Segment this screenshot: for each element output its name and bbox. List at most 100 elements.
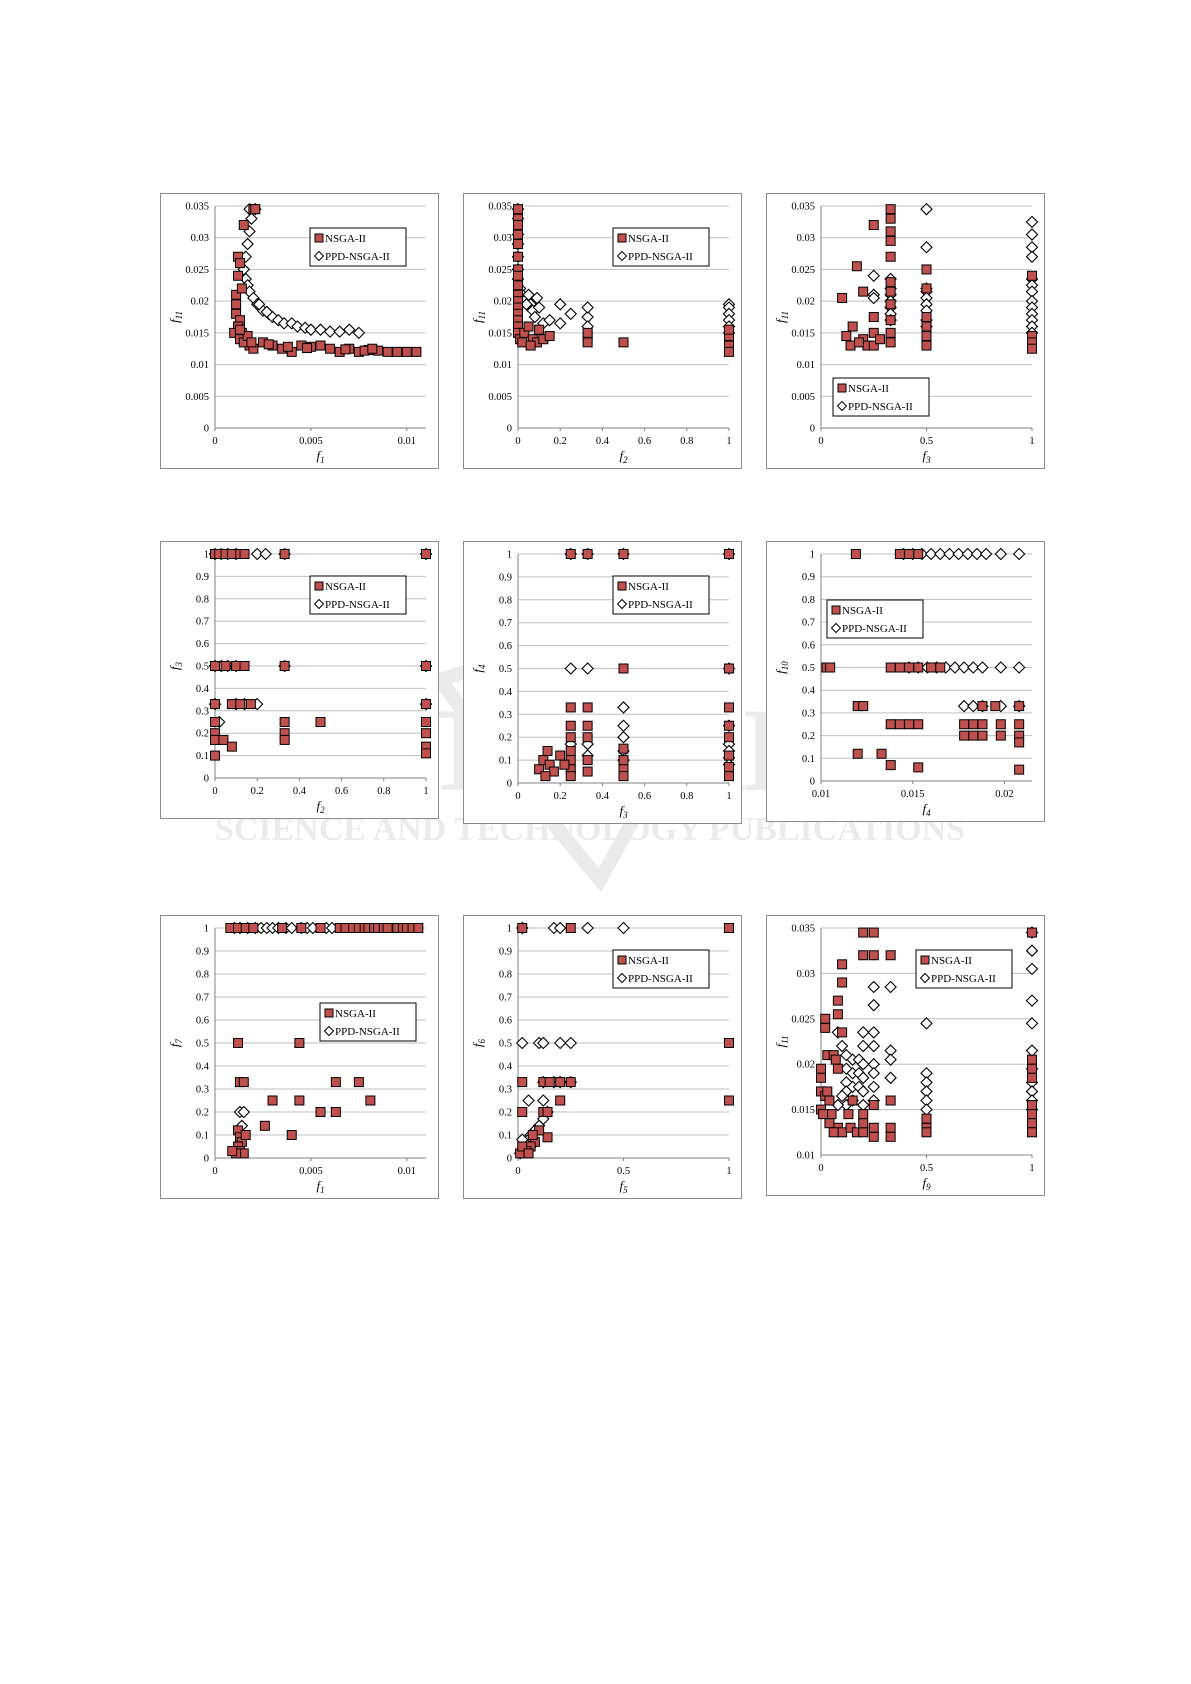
nsga-ii-point (935, 662, 946, 673)
nsga-ii-point (239, 661, 250, 671)
y-axis-label-sub: 11 (174, 311, 184, 319)
ppd-nsga-ii-point (564, 662, 578, 675)
nsga-ii-point (527, 1130, 538, 1140)
nsga-ii-point (240, 1130, 251, 1140)
x-axis-label: f4 (922, 801, 931, 818)
ppd-nsga-ii-point (553, 298, 567, 311)
nsga-ii-point (724, 732, 734, 743)
x-tick-label: 0 (818, 1163, 823, 1174)
nsga-ii-point (845, 340, 856, 351)
x-tick-label: 0.2 (554, 436, 567, 447)
nsga-ii-point (548, 766, 559, 777)
legend: NSGA-II PPD-NSGA-II (309, 575, 407, 615)
ppd-nsga-ii-point (856, 1071, 870, 1085)
y-axis-label: f11 (773, 1036, 790, 1048)
y-tick-label: 0.3 (196, 706, 209, 717)
y-tick-label: 0.9 (196, 572, 209, 583)
legend-nsga-ii-label: NSGA-II (628, 581, 669, 593)
chart-f4-vs-f10: 0 0.1 0.2 0.3 0.4 0.5 0.6 0.7 0.8 0.9 1 0.01 0.015 0.… (766, 541, 1045, 822)
legend-ppd-nsga-ii-marker (313, 250, 325, 262)
nsga-ii-point (226, 741, 237, 752)
legend-nsga-ii-label: NSGA-II (848, 383, 889, 395)
nsga-ii-point (913, 662, 924, 673)
nsga-ii-point (565, 549, 576, 559)
x-axis-label-main: f (316, 798, 322, 813)
y-tick-label: 0.025 (791, 1014, 815, 1025)
nsga-ii-point (824, 1095, 835, 1106)
y-tick-label: 0.03 (494, 233, 512, 244)
legend-ppd-nsga-ii-label: PPD-NSGA-II (931, 973, 996, 985)
nsga-ii-point (236, 283, 247, 294)
nsga-ii-point (858, 1118, 869, 1129)
nsga-ii-point (542, 1132, 553, 1143)
chart-f2-vs-f11: 0 0.005 0.01 0.015 0.02 0.025 0.03 0.035 0 0.2 0.4… (463, 193, 742, 469)
y-tick-label: 0.1 (499, 756, 512, 767)
y-tick-label: 0 (507, 1154, 512, 1165)
ppd-nsga-ii-point (250, 547, 264, 561)
x-axis-label: f5 (619, 1178, 628, 1195)
y-tick-label: 0.025 (488, 265, 512, 276)
ppd-nsga-ii-point (856, 1057, 870, 1071)
legend-nsga-ii-label: NSGA-II (325, 581, 366, 593)
legend-ppd-nsga-ii-label: PPD-NSGA-II (325, 251, 390, 263)
x-axis-label-main: f (922, 448, 928, 463)
y-tick-label: 0 (507, 779, 512, 790)
nsga-ii-point (282, 341, 293, 352)
nsga-ii-point (294, 1038, 305, 1048)
ppd-nsga-ii-point (522, 1094, 535, 1107)
x-axis-label-main: f (619, 803, 625, 818)
nsga-ii-point (315, 923, 326, 933)
nsga-ii-point (825, 662, 836, 673)
nsga-ii-point (820, 1022, 831, 1033)
nsga-ii-point (226, 549, 237, 559)
ppd-nsga-ii-point (564, 1036, 578, 1050)
y-tick-label: 0.9 (802, 572, 815, 583)
y-tick-label: 0 (204, 1154, 209, 1165)
nsga-ii-point (618, 771, 629, 782)
legend-nsga-ii-label: NSGA-II (931, 955, 972, 967)
nsga-ii-point (279, 549, 290, 559)
legend-box (309, 575, 407, 615)
nsga-ii-point (517, 1141, 528, 1152)
nsga-ii-point (382, 923, 393, 933)
chart-svg: 0 0.1 0.2 0.3 0.4 0.5 0.6 0.7 0.8 0.9 1 0 0.005 0.01 f… (167, 921, 426, 1195)
nsga-ii-point (401, 346, 412, 357)
ppd-nsga-ii-point (884, 980, 897, 994)
y-tick-label: 0.5 (196, 662, 209, 673)
y-tick-label: 0.005 (791, 392, 815, 403)
x-tick-label: 0.01 (812, 789, 830, 800)
nsga-ii-point (618, 743, 629, 754)
nsga-ii-point (837, 292, 848, 303)
ppd-nsga-ii-point (543, 313, 556, 327)
x-axis-label-sub: 1 (320, 455, 325, 465)
y-axis-label-main: f (773, 668, 788, 674)
ppd-nsga-ii-point (867, 1067, 881, 1080)
nsga-ii-point (353, 1077, 364, 1088)
nsga-ii-point (885, 760, 896, 771)
x-tick-label: 1 (1029, 436, 1034, 447)
legend-nsga-ii-marker (837, 383, 847, 393)
x-tick-label: 0 (515, 791, 520, 802)
legend-nsga-ii-marker (920, 955, 930, 965)
nsga-ii-point (1027, 1054, 1037, 1065)
nsga-ii-point (421, 748, 431, 759)
nsga-ii-point (858, 701, 869, 712)
ppd-nsga-ii-point (867, 269, 881, 283)
ppd-nsga-ii-point (933, 547, 947, 561)
y-axis-label-main: f (167, 664, 182, 670)
y-axis-label-main: f (773, 317, 788, 323)
legend-ppd-nsga-ii-label: PPD-NSGA-II (848, 401, 913, 413)
nsga-ii-point (582, 327, 593, 338)
nsga-ii-point (250, 204, 261, 215)
y-axis-label-sub: 6 (477, 1038, 487, 1043)
ppd-nsga-ii-point (617, 719, 630, 733)
y-tick-label: 0.2 (196, 1108, 209, 1119)
y-tick-label: 0.025 (185, 265, 209, 276)
ppd-nsga-ii-point (1025, 250, 1039, 264)
nsga-ii-point (885, 950, 896, 961)
ppd-nsga-ii-point (241, 237, 254, 251)
nsga-ii-point (226, 699, 237, 710)
nsga-ii-point (542, 1107, 553, 1117)
y-tick-label: 0.5 (499, 664, 512, 675)
nsga-ii-point (559, 759, 570, 770)
